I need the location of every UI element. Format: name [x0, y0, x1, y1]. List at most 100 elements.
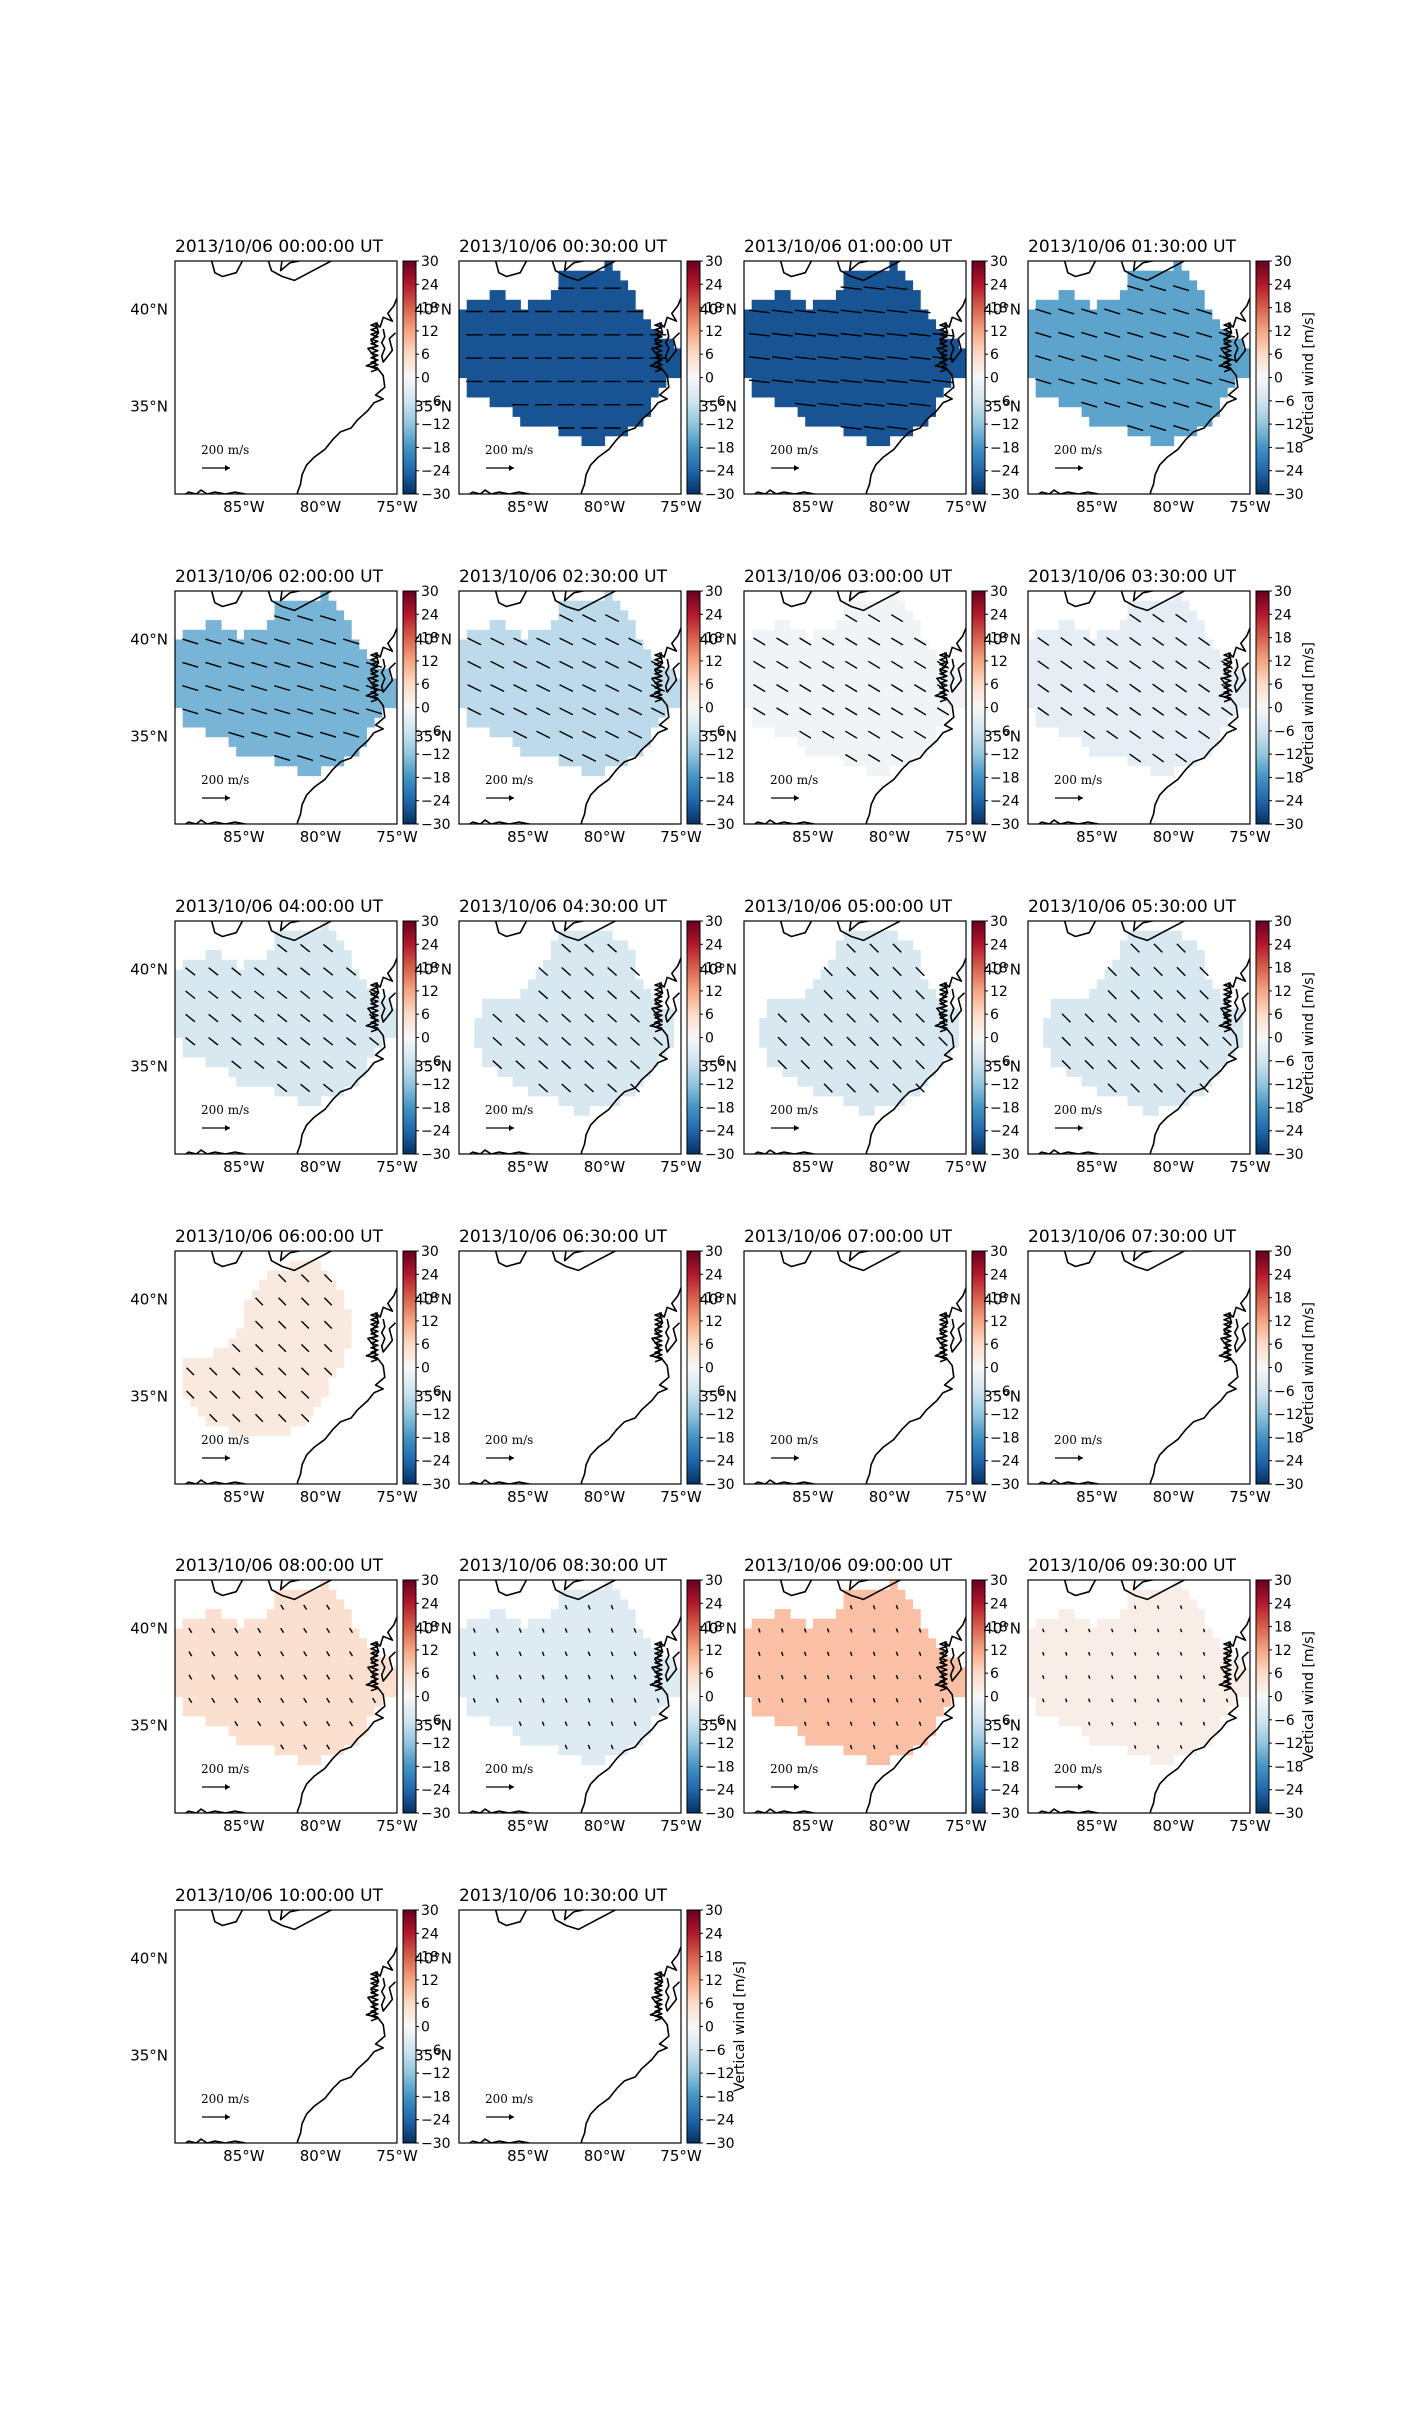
- colorbar-tick-label: 6: [705, 1996, 714, 2012]
- panel-title: 2013/10/06 03:30:00 UT: [1028, 567, 1237, 587]
- map-frame: [458, 260, 682, 495]
- lat-tick-label: 40°N: [414, 301, 452, 319]
- coastline: [459, 1910, 681, 2143]
- colorbar-tick-label: 24: [705, 607, 723, 623]
- lon-tick-label: 75°W: [945, 828, 987, 846]
- svg-text:200 m/s: 200 m/s: [485, 443, 533, 457]
- colorbar-tick-label: 6: [990, 1666, 999, 1682]
- coastline: [1028, 1251, 1250, 1484]
- colorbar-tick-label: −24: [990, 1124, 1020, 1140]
- lat-tick-label: 35°N: [414, 2047, 452, 2065]
- lat-tick-label: 35°N: [130, 1058, 168, 1076]
- lat-tick-label: 40°N: [983, 961, 1021, 979]
- colorbar-tick-label: 18: [421, 961, 439, 977]
- svg-text:200 m/s: 200 m/s: [1054, 773, 1102, 787]
- panel-title: 2013/10/06 09:00:00 UT: [744, 1556, 953, 1576]
- colorbar-tick-label: 12: [990, 324, 1008, 340]
- colorbar-tick-label: −12: [705, 1407, 735, 1423]
- colorbar-tick-label: 0: [1274, 371, 1283, 387]
- map-panel: 2013/10/06 01:30:00 UT 40°N 35°N 85°W 80°W 75…: [983, 237, 1317, 516]
- svg-text:200 m/s: 200 m/s: [201, 773, 249, 787]
- reference-arrow: 200 m/s: [201, 1433, 249, 1461]
- colorbar: 30 24 18 12 6 0 −6 −12 −18 −24 −30: [402, 584, 451, 833]
- lon-tick-label: 80°W: [300, 828, 342, 846]
- reference-arrow: 200 m/s: [201, 2092, 249, 2120]
- colorbar-tick-label: 12: [1274, 324, 1292, 340]
- colorbar-tick-label: 24: [705, 1596, 723, 1612]
- reference-arrow: 200 m/s: [485, 2092, 533, 2120]
- reference-arrow: 200 m/s: [1054, 773, 1102, 801]
- colorbar-tick-label: 18: [1274, 961, 1292, 977]
- colorbar-tick-label: 24: [705, 277, 723, 293]
- colorbar-tick-label: 6: [705, 1337, 714, 1353]
- lat-tick-label: 40°N: [414, 1620, 452, 1638]
- coastline: [744, 261, 966, 494]
- colorbar-tick-label: −30: [421, 487, 451, 503]
- wind-arrows: [492, 943, 663, 1093]
- colorbar-tick-label: 12: [1274, 1643, 1292, 1659]
- wind-arrows: [467, 614, 666, 762]
- colorbar-tick-label: 24: [421, 1267, 439, 1283]
- colorbar-tick-label: −12: [990, 1407, 1020, 1423]
- lat-tick-label: 35°N: [414, 1388, 452, 1406]
- colorbar-tick-label: 18: [990, 301, 1008, 317]
- colorbar-tick-label: 24: [990, 1267, 1008, 1283]
- colorbar-tick-label: 12: [1274, 654, 1292, 670]
- lon-tick-label: 75°W: [945, 1817, 987, 1835]
- colorbar-tick-label: −24: [1274, 1124, 1304, 1140]
- map-panel: 2013/10/06 07:00:00 UT 40°N 35°N 85°W 80°W 75…: [699, 1227, 1019, 1506]
- colorbar-tick-label: 30: [421, 584, 439, 600]
- svg-text:200 m/s: 200 m/s: [1054, 443, 1102, 457]
- lat-tick-label: 35°N: [130, 2047, 168, 2065]
- lat-tick-label: 40°N: [699, 1291, 737, 1309]
- colorbar-tick-label: −18: [421, 1759, 451, 1775]
- colorbar-tick-label: −18: [705, 2089, 735, 2105]
- coastline: [744, 1251, 966, 1484]
- lon-tick-label: 75°W: [1229, 498, 1271, 516]
- colorbar-tick-label: −24: [990, 1783, 1020, 1799]
- lon-tick-label: 80°W: [584, 1488, 626, 1506]
- lat-tick-label: 40°N: [699, 631, 737, 649]
- colorbar: 30 24 18 12 6 0 −6 −12 −18 −24 −30: [686, 254, 735, 503]
- colorbar-tick-label: −24: [1274, 1783, 1304, 1799]
- colorbar-tick-label: −6: [1274, 1054, 1295, 1070]
- lon-tick-label: 85°W: [223, 2147, 265, 2165]
- wind-region: [744, 591, 966, 777]
- colorbar-tick-label: −30: [421, 1477, 451, 1493]
- lon-tick-label: 75°W: [376, 1488, 418, 1506]
- reference-arrow: 200 m/s: [201, 773, 249, 801]
- wind-arrows: [185, 943, 380, 1093]
- colorbar-tick-label: 30: [1274, 1573, 1292, 1589]
- colorbar-tick-label: −6: [705, 1713, 726, 1729]
- colorbar-tick-label: 30: [705, 1903, 723, 1919]
- colorbar: 30 24 18 12 6 0 −6 −12 −18 −24 −30 Vertical wind [m…: [1255, 254, 1317, 503]
- colorbar-tick-label: −24: [421, 794, 451, 810]
- wind-arrows: [1035, 285, 1236, 432]
- lat-tick-label: 35°N: [414, 1717, 452, 1735]
- colorbar-tick-label: 0: [990, 1690, 999, 1706]
- colorbar-tick-label: 24: [705, 1926, 723, 1942]
- lon-tick-label: 85°W: [223, 498, 265, 516]
- colorbar-tick-label: 30: [990, 254, 1008, 270]
- svg-text:200 m/s: 200 m/s: [770, 443, 818, 457]
- map-panel: 2013/10/06 00:30:00 UT 40°N 35°N 85°W 80°W 75…: [414, 237, 734, 516]
- map-panel: 2013/10/06 03:30:00 UT 40°N 35°N 85°W 80°W 75…: [983, 567, 1317, 846]
- lon-tick-label: 80°W: [869, 1488, 911, 1506]
- colorbar: 30 24 18 12 6 0 −6 −12 −18 −24 −30: [402, 914, 451, 1163]
- lon-tick-label: 85°W: [1076, 498, 1118, 516]
- wind-region: [744, 261, 966, 447]
- colorbar-tick-label: −24: [705, 794, 735, 810]
- colorbar-tick-label: −18: [990, 1430, 1020, 1446]
- map-frame: [458, 1579, 682, 1814]
- wind-region: [1028, 261, 1250, 447]
- lon-tick-label: 75°W: [376, 498, 418, 516]
- colorbar-tick-label: 12: [705, 984, 723, 1000]
- colorbar-tick-label: 0: [705, 2020, 714, 2036]
- colorbar-tick-label: −12: [421, 1736, 451, 1752]
- panel-title: 2013/10/06 06:00:00 UT: [175, 1227, 384, 1247]
- colorbar-tick-label: 12: [990, 654, 1008, 670]
- colorbar-label: Vertical wind [m/s]: [1301, 972, 1317, 1103]
- colorbar-tick-label: 6: [421, 1996, 430, 2012]
- colorbar-tick-label: −6: [705, 394, 726, 410]
